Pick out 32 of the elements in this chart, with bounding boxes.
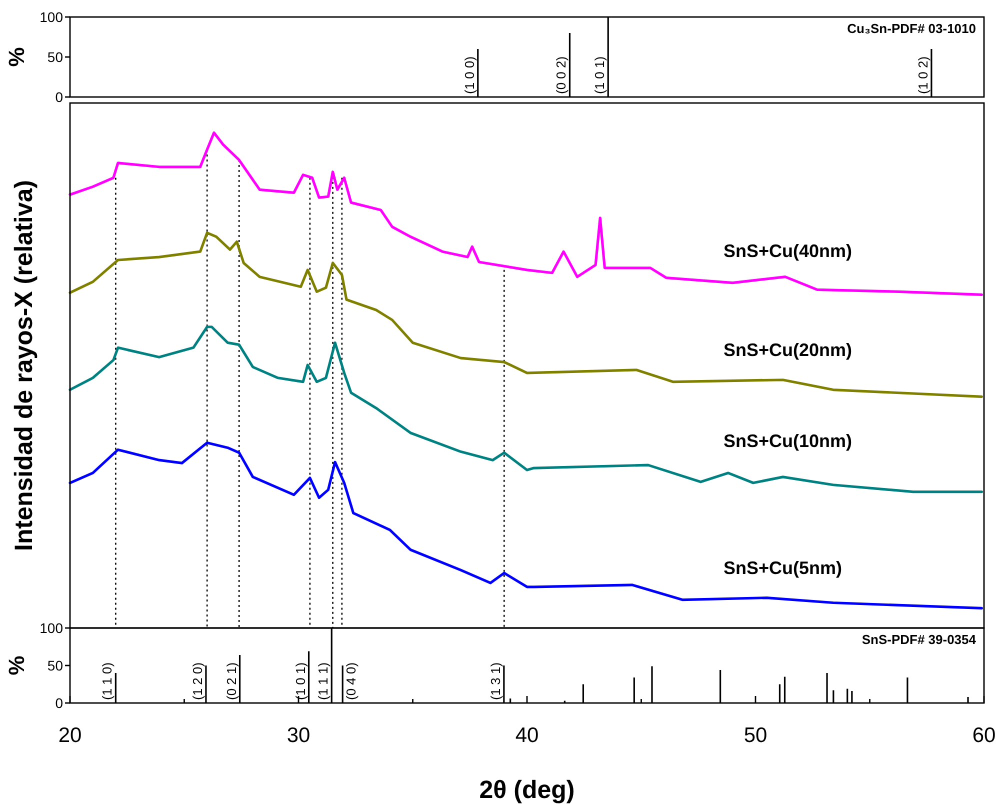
y-axis-title: % xyxy=(4,47,29,67)
annotation: (0 4 0) xyxy=(344,662,359,700)
y-axis-title: Intensidad de rayos-X (relativa) xyxy=(10,180,38,551)
y-tick-label: 0 xyxy=(55,89,64,105)
annotation: (1 3 1) xyxy=(488,662,503,700)
x-tick-label: 20 xyxy=(58,724,82,747)
y-tick-label: 100 xyxy=(40,9,64,25)
y-tick-label: 50 xyxy=(47,49,64,65)
y-tick-label: 50 xyxy=(47,658,64,674)
y-tick-label: 0 xyxy=(55,695,64,711)
annotation: (1 0 0) xyxy=(462,56,477,94)
annotation: (1 2 0) xyxy=(190,662,205,700)
x-axis-title: 2θ (deg) xyxy=(479,776,575,804)
x-tick-label: 30 xyxy=(286,724,310,747)
series-label: SnS+Cu(20nm) xyxy=(724,340,852,360)
annotation: (0 0 2) xyxy=(554,56,569,94)
y-axis-title: % xyxy=(4,656,29,676)
annotation: (1 0 2) xyxy=(915,56,930,94)
series-label: SnS+Cu(5nm) xyxy=(724,558,842,578)
annotation: (1 1 0) xyxy=(100,662,115,700)
series-label: SnS+Cu(10nm) xyxy=(724,430,852,451)
annotation: (1 0 1) xyxy=(292,662,308,700)
annotation: (0 2 1) xyxy=(224,662,239,700)
annotation: (1 0 1) xyxy=(592,56,608,94)
annotation: SnS-PDF# 39-0354 xyxy=(862,632,977,647)
x-tick-label: 50 xyxy=(744,724,768,747)
y-tick-label: 100 xyxy=(40,620,64,636)
x-tick-label: 40 xyxy=(515,724,539,747)
x-tick-label: 60 xyxy=(972,724,996,747)
annotation: (1 1 1) xyxy=(316,662,331,700)
series-label: SnS+Cu(40nm) xyxy=(724,240,852,261)
annotation: Cu₃Sn-PDF# 03-1010 xyxy=(847,21,976,36)
